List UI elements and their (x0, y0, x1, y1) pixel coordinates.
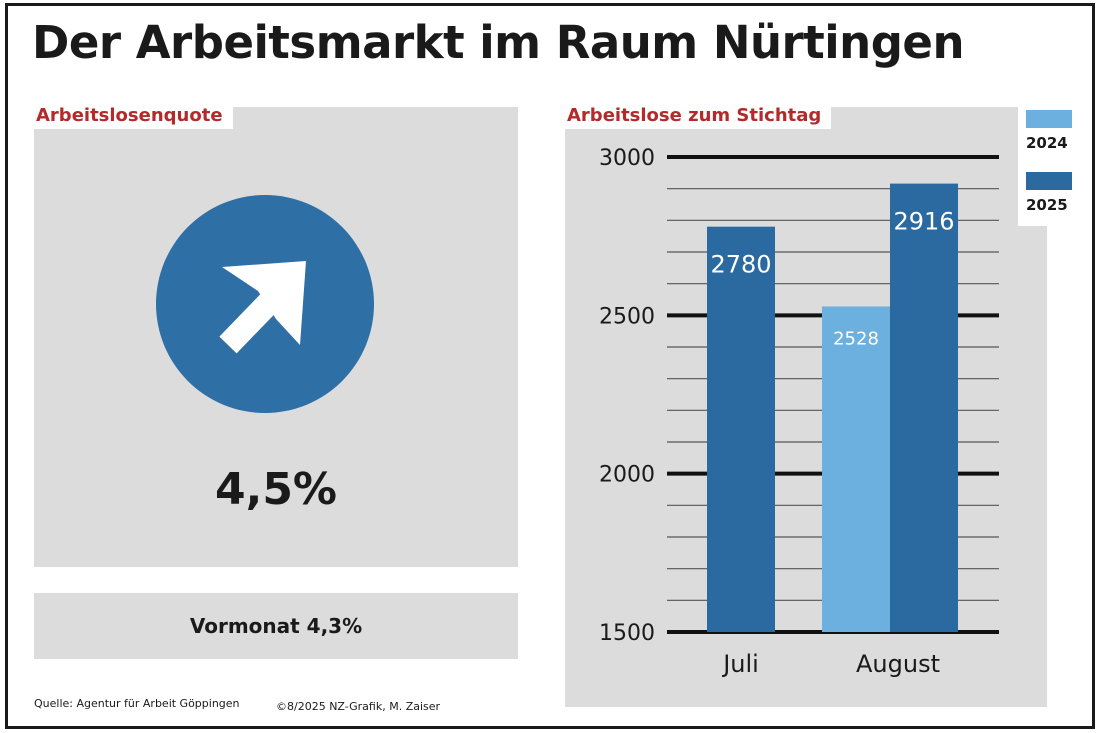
y-tick-label: 3000 (599, 146, 655, 171)
bar-value-label: 2916 (893, 208, 954, 236)
chart-legend: 2024 2025 (1018, 104, 1078, 226)
unemployment-rate: 4,5% (214, 464, 338, 515)
rate-panel-label: Arbeitslosenquote (32, 103, 233, 129)
arrow-up-right-icon (219, 261, 306, 354)
x-category-label: August (856, 650, 940, 678)
trend-circle (156, 195, 374, 413)
legend-label-2025: 2025 (1026, 196, 1068, 214)
x-category-label: Juli (721, 650, 759, 678)
y-tick-label: 1500 (599, 621, 655, 646)
legend-swatch-2024 (1026, 110, 1072, 128)
legend-swatch-2025 (1026, 172, 1072, 190)
bar-value-label: 2780 (710, 251, 771, 279)
previous-month-rate: Vormonat 4,3% (34, 593, 518, 659)
source-note: Quelle: Agentur für Arbeit Göppingen (34, 697, 240, 710)
page-title: Der Arbeitsmarkt im Raum Nürtingen (32, 16, 964, 69)
bar-value-label: 2528 (833, 328, 879, 349)
bar-2025-juli (707, 226, 775, 632)
credit-note: ©8/2025 NZ-Grafik, M. Zaiser (276, 700, 441, 713)
chart-panel (565, 107, 1047, 707)
bar-2024-august (822, 306, 890, 632)
y-tick-label: 2500 (599, 304, 655, 329)
chart-panel-label: Arbeitslose zum Stichtag (563, 103, 832, 129)
legend-label-2024: 2024 (1026, 134, 1068, 152)
bar-2025-august (890, 183, 958, 632)
y-tick-label: 2000 (599, 463, 655, 488)
